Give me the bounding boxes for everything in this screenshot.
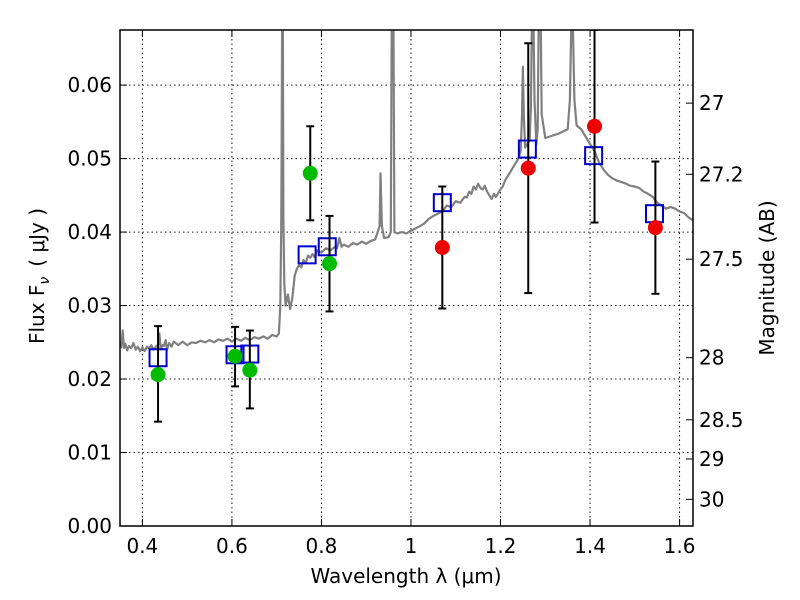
y-axis-label-main: Flux F: [25, 285, 49, 344]
y2-axis-label: Magnitude (AB): [755, 200, 779, 355]
optical-data-point: [150, 367, 166, 383]
y-axis-label-sub: ν: [37, 277, 53, 285]
x-tick-label: 1: [405, 534, 418, 558]
y-axis-label-unit: ( μJy ): [25, 208, 49, 267]
optical-data-point: [302, 165, 318, 181]
y2-tick-label: 27.5: [699, 247, 744, 271]
y2-tick-label: 29: [699, 447, 724, 471]
y-tick-label: 0.01: [67, 441, 112, 465]
template-square-marker: [317, 237, 337, 257]
plot-frame: [119, 29, 694, 527]
infrared-data-point: [587, 118, 603, 134]
infrared-data-point: [647, 220, 663, 236]
x-tick-label: 0.6: [216, 534, 248, 558]
infrared-data-point: [434, 240, 450, 256]
infrared-data-point: [520, 160, 536, 176]
y2-tick-label: 27.2: [699, 162, 744, 186]
x-tick-label: 0.4: [126, 534, 158, 558]
y-tick-label: 0.02: [67, 367, 112, 391]
y-tick-label: 0.00: [67, 514, 112, 538]
y2-tick-label: 30: [699, 487, 724, 511]
x-tick-label: 1.2: [485, 534, 517, 558]
x-tick-label: 1.4: [574, 534, 606, 558]
y2-tick-label: 28: [699, 346, 724, 370]
x-tick-label: 1.6: [664, 534, 696, 558]
model-spectrum-line: [120, 30, 693, 353]
optical-data-point: [227, 348, 243, 364]
optical-data-point: [242, 362, 258, 378]
data-layer: [120, 30, 693, 423]
x-tick-label: 0.8: [306, 534, 338, 558]
optical-data-point: [322, 256, 338, 272]
y-tick-label: 0.06: [67, 73, 112, 97]
x-axis-label: Wavelength λ (μm): [310, 564, 501, 588]
y2-tick-label: 28.5: [699, 408, 744, 432]
y-tick-label: 0.03: [67, 294, 112, 318]
template-square-marker: [297, 245, 317, 265]
y-tick-label: 0.05: [67, 147, 112, 171]
y-axis-label: Flux Fν ( μJy ): [25, 208, 53, 344]
axis-ticks: 0.4 0.6 0.8 1 1.2 1.4 1.6 0.00 0.01 0.02 0.03 0.04 0…: [67, 30, 744, 558]
y-tick-label: 0.04: [67, 220, 112, 244]
y2-tick-label: 27: [699, 91, 724, 115]
grid: [120, 30, 693, 527]
